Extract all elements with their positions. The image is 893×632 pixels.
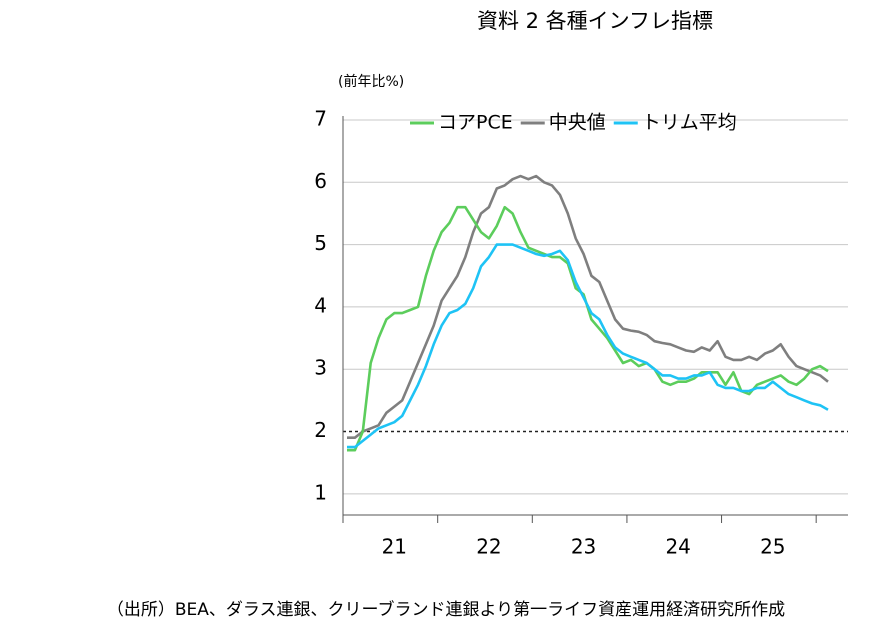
x-tick-label: 21 — [382, 535, 407, 559]
y-tick-label: 4 — [314, 293, 327, 317]
y-tick-label: 7 — [314, 107, 327, 131]
series-line — [347, 205, 829, 452]
y-tick-label: 2 — [314, 418, 327, 442]
y-axis-label: (前年比%) — [338, 73, 404, 90]
legend-label: トリム平均 — [642, 112, 737, 134]
series-line — [347, 174, 829, 440]
legend-label: 中央値 — [549, 112, 606, 134]
x-tick-label: 25 — [760, 535, 785, 559]
y-tick-label: 3 — [314, 356, 327, 380]
x-tick-label: 22 — [476, 535, 501, 559]
legend-label: コアPCE — [438, 112, 513, 134]
footnote: （出所）BEA、ダラス連銀、クリーブランド連銀より第一ライフ資産運用経済研究所作… — [107, 599, 785, 620]
x-tick-label: 24 — [665, 535, 690, 559]
chart-title: 資料 2 各種インフレ指標 — [477, 9, 713, 33]
x-tick-label: 23 — [571, 535, 596, 559]
series-line — [347, 243, 829, 449]
y-tick-label: 5 — [314, 231, 327, 255]
y-tick-label: 1 — [314, 480, 327, 504]
y-tick-label: 6 — [314, 169, 327, 193]
